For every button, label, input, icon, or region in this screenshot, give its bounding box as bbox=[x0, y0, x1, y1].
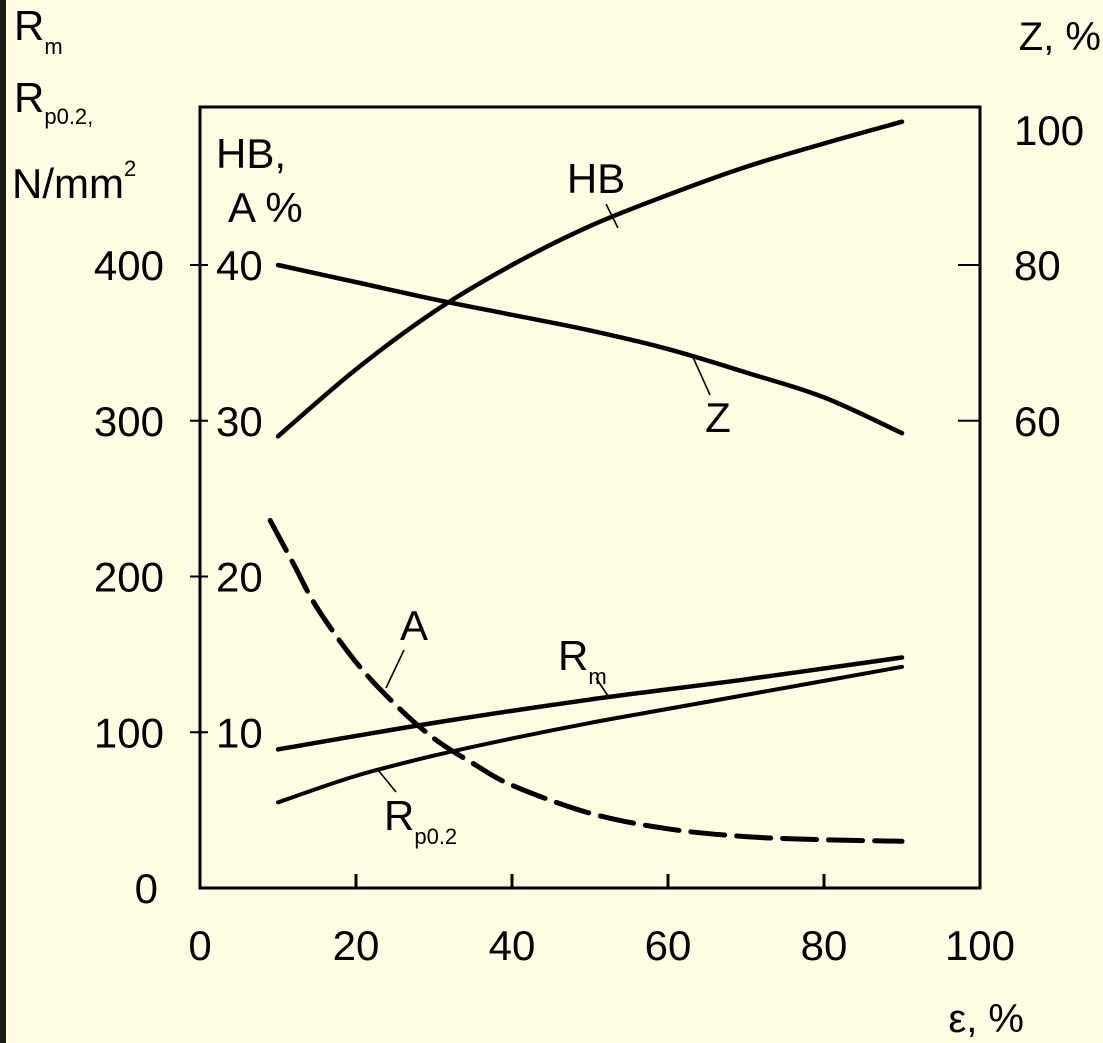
left-tick-label: 100 bbox=[94, 709, 164, 756]
inner-tick-label: 20 bbox=[216, 554, 263, 601]
series-line-rp02 bbox=[276, 664, 904, 805]
left-tick-label: 300 bbox=[94, 398, 164, 445]
series-line-rm bbox=[275, 655, 905, 752]
right-tick-label: 80 bbox=[1014, 242, 1061, 289]
x-tick-label: 80 bbox=[801, 922, 848, 969]
inner-axis-label-line-1: HB, bbox=[216, 130, 286, 177]
inner-tick-label: 40 bbox=[216, 242, 263, 289]
series-label-a: A bbox=[400, 602, 428, 649]
right-axis-label: Z, % bbox=[1019, 15, 1101, 59]
series-leader-z bbox=[691, 354, 711, 396]
series-label-hb: HB bbox=[567, 155, 625, 202]
series-leader-a bbox=[385, 649, 405, 689]
series-leader-rp02 bbox=[377, 769, 397, 793]
series-leader-hb bbox=[605, 203, 619, 229]
x-tick-label: 100 bbox=[945, 922, 1015, 969]
series-line-z bbox=[275, 262, 905, 436]
left-tick-label: 200 bbox=[94, 554, 164, 601]
x-axis-label: ε, % bbox=[948, 997, 1024, 1041]
left-axis-label-line-3: N/mm2 bbox=[12, 156, 136, 207]
x-tick-label: 0 bbox=[188, 922, 211, 969]
left-axis-label-line-2: Rp0.2, bbox=[14, 74, 93, 129]
series-label-rm: Rm bbox=[558, 632, 607, 689]
chart: 0 20 40 60 80 100 ε, % 0 100 200 300 400 10 20 30 40 60 8… bbox=[12, 2, 1101, 1041]
left-axis-label-line-1: Rm bbox=[14, 2, 63, 59]
series-line-a bbox=[267, 517, 905, 844]
right-tick-label: 100 bbox=[1014, 107, 1084, 154]
left-tick-label: 400 bbox=[94, 242, 164, 289]
plot-frame bbox=[198, 105, 982, 890]
right-tick-label: 60 bbox=[1014, 398, 1061, 445]
series-label-rp02: Rp0.2 bbox=[384, 792, 457, 849]
x-tick-label: 60 bbox=[645, 922, 692, 969]
x-tick-label: 20 bbox=[333, 922, 380, 969]
inner-axis-label-line-2: A % bbox=[228, 184, 303, 231]
x-tick-label: 40 bbox=[489, 922, 536, 969]
series-line-hb bbox=[275, 119, 905, 439]
inner-tick-label: 10 bbox=[216, 709, 263, 756]
series-leader-rm bbox=[595, 677, 609, 697]
inner-tick-label: 30 bbox=[216, 398, 263, 445]
left-tick-label: 0 bbox=[135, 865, 158, 912]
series-label-z: Z bbox=[705, 394, 731, 441]
